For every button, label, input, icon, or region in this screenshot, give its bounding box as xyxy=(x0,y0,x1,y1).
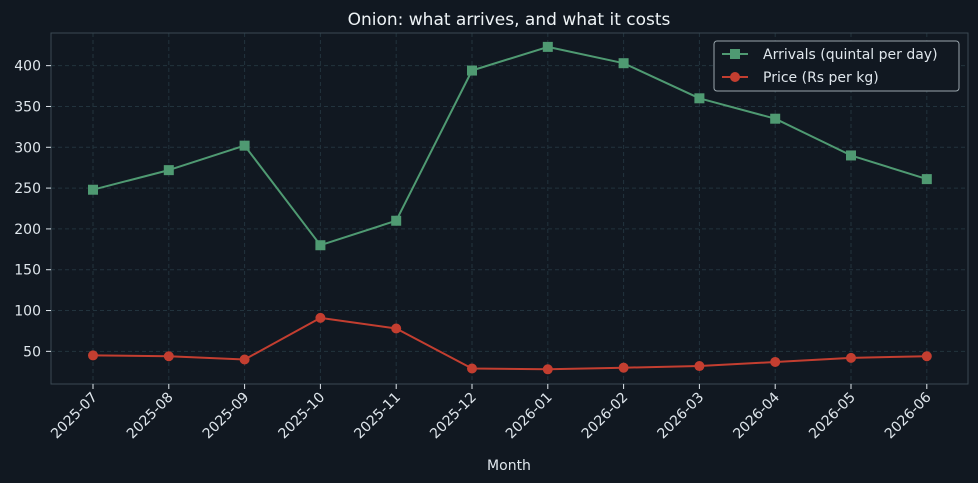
y-tick-label: 350 xyxy=(14,99,41,115)
data-point-price xyxy=(770,356,781,367)
data-point-price xyxy=(391,323,402,334)
legend-marker-price xyxy=(730,72,740,82)
legend: Arrivals (quintal per day) Price (Rs per… xyxy=(713,40,960,92)
data-point-price xyxy=(694,361,705,372)
y-tick-label: 150 xyxy=(14,263,41,279)
legend-label-arrivals: Arrivals (quintal per day) xyxy=(763,47,938,63)
data-point-price xyxy=(315,312,326,323)
data-point-price xyxy=(467,363,477,374)
series-line-price xyxy=(92,316,927,371)
data-point-arrivals xyxy=(921,174,932,185)
data-point-price xyxy=(88,350,98,361)
data-point-arrivals xyxy=(239,140,250,151)
data-point-price xyxy=(163,351,174,362)
y-tick-label: 50 xyxy=(23,344,41,360)
chart-title: Onion: what arrives, and what it costs xyxy=(348,10,671,30)
legend-label-price: Price (Rs per kg) xyxy=(763,70,879,86)
y-axis: 50 100 150 200 250 300 350 400 xyxy=(14,59,51,360)
data-point-arrivals xyxy=(770,113,781,124)
series-group xyxy=(88,41,932,375)
legend-box xyxy=(713,40,960,92)
data-point-price xyxy=(239,354,250,365)
y-tick-label: 250 xyxy=(14,181,41,197)
data-point-arrivals xyxy=(618,58,629,69)
y-tick-label: 100 xyxy=(14,304,41,320)
grid xyxy=(51,33,968,384)
y-tick-label: 400 xyxy=(14,59,41,75)
data-point-arrivals xyxy=(391,215,402,226)
data-point-arrivals xyxy=(542,41,553,52)
data-point-arrivals xyxy=(467,65,477,76)
data-point-arrivals xyxy=(694,93,705,104)
data-point-price xyxy=(846,352,856,363)
data-point-price xyxy=(618,362,629,373)
data-point-arrivals xyxy=(846,150,856,161)
plot-area-frame xyxy=(50,32,969,385)
data-point-price xyxy=(921,351,932,362)
legend-marker-arrivals xyxy=(730,49,740,59)
y-tick-label: 200 xyxy=(14,222,41,238)
data-point-price xyxy=(542,364,553,375)
data-point-arrivals xyxy=(315,240,326,251)
x-axis-title: Month xyxy=(487,458,531,474)
series-line-arrivals xyxy=(92,45,928,247)
data-point-arrivals xyxy=(88,184,98,195)
y-tick-label: 300 xyxy=(14,140,41,156)
data-point-arrivals xyxy=(163,165,174,176)
